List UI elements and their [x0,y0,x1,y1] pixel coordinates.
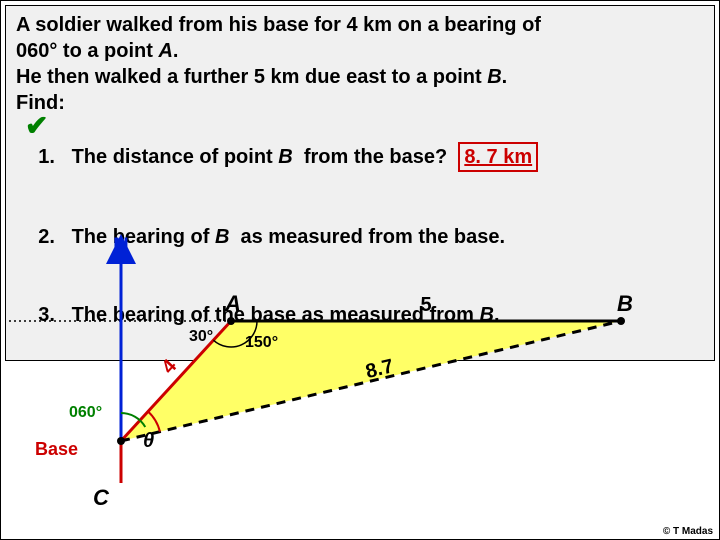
bearing-diagram: NABCBase548.730°150°060°θ [1,231,720,521]
label-060: 060° [69,404,102,421]
point-B-dot [617,317,625,325]
txt: 060° to a point [16,40,158,62]
point-B: B [487,66,501,88]
label-4: 4 [157,355,181,379]
q1: 1. The distance of point [38,146,278,168]
txt: He then walked a further 5 km due east t… [16,66,487,88]
label-theta: θ [143,430,154,452]
diagram-svg: NABCBase548.730°150°060°θ [1,231,720,521]
label-B: B [617,291,633,316]
point-A: A [158,40,172,62]
txt: . [502,66,508,88]
point-base-dot [117,437,125,445]
label-N: N [113,233,129,258]
answer-q1: 8. 7 km [458,142,538,172]
label-C: C [93,485,110,510]
txt: A soldier walked from his base for 4 km … [16,14,541,36]
label-Base: Base [35,439,78,459]
check-icon: ✔ [25,109,48,142]
txt: from the base? [293,146,459,168]
label-5: 5 [420,294,431,316]
point-B: B [278,146,292,168]
label-150: 150° [245,334,278,351]
copyright: © T Madas [663,526,713,537]
label-30: 30° [189,328,213,345]
txt: . [173,40,179,62]
label-A: A [224,291,241,316]
point-A-dot [227,317,235,325]
